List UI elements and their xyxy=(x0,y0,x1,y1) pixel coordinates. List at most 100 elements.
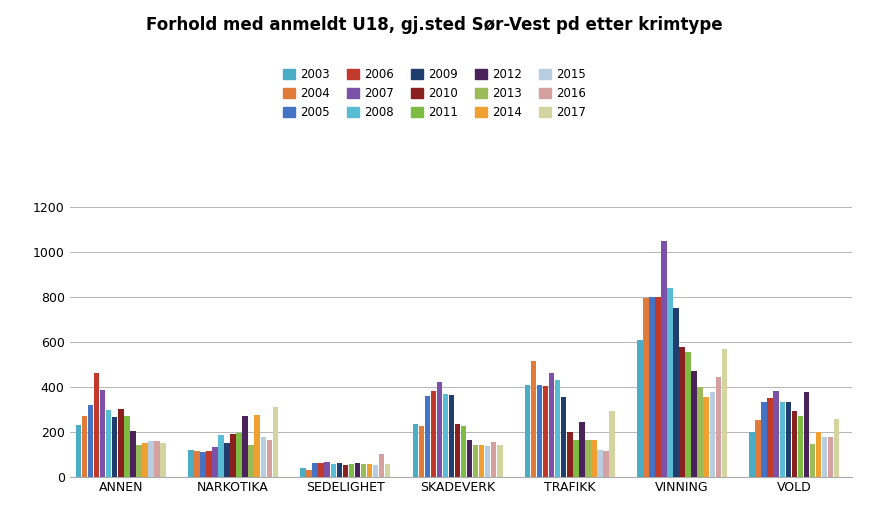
Bar xyxy=(822,437,827,477)
Bar xyxy=(218,435,223,477)
Bar xyxy=(591,439,597,477)
Bar xyxy=(149,441,154,477)
Bar xyxy=(106,410,111,477)
Bar xyxy=(200,452,206,477)
Bar xyxy=(561,397,567,477)
Bar xyxy=(786,402,791,477)
Bar xyxy=(792,411,797,477)
Bar xyxy=(637,340,642,477)
Bar xyxy=(686,352,691,477)
Bar xyxy=(649,297,654,477)
Bar xyxy=(342,465,348,477)
Bar xyxy=(479,445,484,477)
Bar xyxy=(443,394,448,477)
Bar xyxy=(574,439,579,477)
Bar xyxy=(143,443,148,477)
Bar xyxy=(798,416,803,477)
Bar xyxy=(834,420,839,477)
Bar xyxy=(485,447,490,477)
Bar xyxy=(537,384,542,477)
Bar xyxy=(680,348,685,477)
Bar xyxy=(661,241,667,477)
Bar xyxy=(206,451,212,477)
Bar xyxy=(425,396,430,477)
Bar xyxy=(804,393,809,477)
Bar xyxy=(525,384,530,477)
Bar xyxy=(767,398,773,477)
Bar xyxy=(413,424,418,477)
Bar xyxy=(755,421,760,477)
Bar xyxy=(224,443,229,477)
Bar xyxy=(355,463,360,477)
Bar xyxy=(336,463,342,477)
Bar xyxy=(761,402,766,477)
Bar xyxy=(230,434,235,477)
Bar xyxy=(497,445,502,477)
Bar xyxy=(448,395,454,477)
Bar xyxy=(188,450,194,477)
Bar xyxy=(643,298,648,477)
Bar xyxy=(261,437,266,477)
Bar xyxy=(555,380,561,477)
Bar xyxy=(749,431,755,477)
Bar xyxy=(379,454,384,477)
Bar xyxy=(704,397,709,477)
Bar xyxy=(543,385,548,477)
Bar xyxy=(307,470,312,477)
Bar xyxy=(779,402,785,477)
Bar xyxy=(655,297,660,477)
Bar xyxy=(88,405,93,477)
Bar xyxy=(419,426,424,477)
Bar xyxy=(361,464,366,477)
Bar xyxy=(161,443,166,477)
Bar xyxy=(112,417,117,477)
Bar xyxy=(318,463,324,477)
Bar xyxy=(267,439,272,477)
Bar xyxy=(324,462,330,477)
Legend: 2003, 2004, 2005, 2006, 2007, 2008, 2009, 2010, 2011, 2012, 2013, 2014, 2015, 20: 2003, 2004, 2005, 2006, 2007, 2008, 2009… xyxy=(283,68,586,119)
Bar xyxy=(609,411,614,477)
Bar xyxy=(212,448,217,477)
Bar xyxy=(367,464,372,477)
Bar xyxy=(810,444,815,477)
Bar xyxy=(721,349,727,477)
Bar xyxy=(313,463,318,477)
Bar xyxy=(124,416,129,477)
Bar xyxy=(330,464,336,477)
Bar xyxy=(692,371,697,477)
Bar xyxy=(94,373,99,477)
Bar xyxy=(454,424,461,477)
Bar xyxy=(100,390,105,477)
Bar xyxy=(773,391,779,477)
Bar xyxy=(385,464,390,477)
Bar xyxy=(130,430,136,477)
Bar xyxy=(698,387,703,477)
Bar xyxy=(709,393,715,477)
Bar xyxy=(491,442,496,477)
Bar xyxy=(82,416,87,477)
Bar xyxy=(567,431,573,477)
Bar xyxy=(249,445,254,477)
Bar xyxy=(118,409,123,477)
Bar xyxy=(136,445,142,477)
Bar xyxy=(461,426,467,477)
Bar xyxy=(437,382,442,477)
Bar xyxy=(467,439,473,477)
Bar xyxy=(549,373,554,477)
Bar xyxy=(76,425,82,477)
Bar xyxy=(242,416,248,477)
Bar xyxy=(273,407,278,477)
Bar xyxy=(236,433,242,477)
Bar xyxy=(816,431,821,477)
Text: Forhold med anmeldt U18, gj.sted Sør-Vest pd etter krimtype: Forhold med anmeldt U18, gj.sted Sør-Ves… xyxy=(146,16,723,34)
Bar xyxy=(603,451,608,477)
Bar xyxy=(828,437,833,477)
Bar xyxy=(255,415,260,477)
Bar xyxy=(431,391,436,477)
Bar xyxy=(667,288,673,477)
Bar xyxy=(579,422,585,477)
Bar xyxy=(531,361,536,477)
Bar xyxy=(715,377,721,477)
Bar xyxy=(473,445,478,477)
Bar xyxy=(348,464,354,477)
